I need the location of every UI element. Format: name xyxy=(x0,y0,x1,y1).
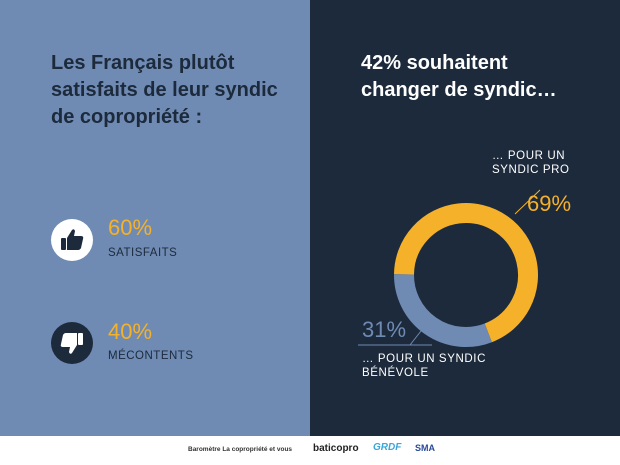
footer-caption: Baromètre La copropriété et vous xyxy=(188,446,293,453)
donut-slice-pro xyxy=(394,203,538,343)
benevole-value-label: 31% xyxy=(362,317,407,342)
pro-leader-line xyxy=(514,189,541,215)
footer: Baromètre La copropriété et vous baticop… xyxy=(0,436,620,465)
right-title: 42% souhaitent changer de syndic… xyxy=(361,52,557,101)
left-title: Les Français plutôt satisfaits de leur s… xyxy=(51,52,278,128)
sma-logo: SMA xyxy=(415,443,435,453)
unsatisfied-label: MÉCONTENTS xyxy=(108,350,194,362)
donut-chart xyxy=(358,189,541,347)
baticopro-logo: baticopro xyxy=(313,443,359,454)
satisfied-label: SATISFAITS xyxy=(108,247,178,259)
grdf-logo: GRDF xyxy=(373,442,402,453)
donut-slice-benevole xyxy=(394,274,492,347)
thumbs-up-icon xyxy=(51,219,93,261)
benevole-label: … POUR UN SYNDIC BÉNÉVOLE xyxy=(362,353,486,379)
pro-value-label: 69% xyxy=(527,191,572,216)
right-panel: 42% souhaitent changer de syndic… … POUR… xyxy=(310,0,620,436)
thumbs-down-icon xyxy=(51,322,93,364)
pro-label: … POUR UN SYNDIC PRO xyxy=(492,150,570,176)
unsatisfied-percent: 40% xyxy=(108,319,153,344)
left-panel: Les Français plutôt satisfaits de leur s… xyxy=(0,0,310,436)
satisfied-percent: 60% xyxy=(108,215,153,240)
